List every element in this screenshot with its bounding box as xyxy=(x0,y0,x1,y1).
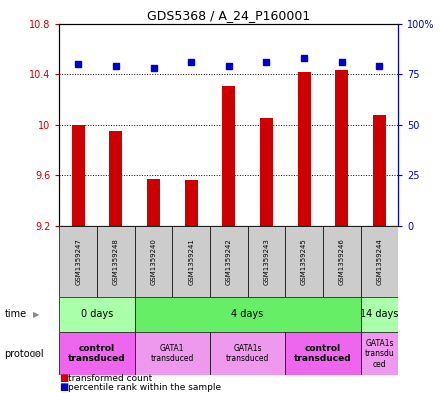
Bar xyxy=(373,115,386,226)
Text: transformed count: transformed count xyxy=(68,374,152,383)
Bar xyxy=(222,86,235,226)
FancyBboxPatch shape xyxy=(360,226,398,297)
Title: GDS5368 / A_24_P160001: GDS5368 / A_24_P160001 xyxy=(147,9,311,22)
Text: GATA1s
transduced: GATA1s transduced xyxy=(226,344,269,364)
Text: ▶: ▶ xyxy=(33,349,40,358)
Text: time: time xyxy=(4,309,26,320)
Text: ■: ■ xyxy=(59,373,69,383)
FancyBboxPatch shape xyxy=(59,297,135,332)
Text: ▶: ▶ xyxy=(33,310,40,319)
Bar xyxy=(297,72,311,226)
FancyBboxPatch shape xyxy=(285,332,360,375)
FancyBboxPatch shape xyxy=(135,297,360,332)
Text: ■: ■ xyxy=(59,382,69,392)
FancyBboxPatch shape xyxy=(360,297,398,332)
Text: GSM1359240: GSM1359240 xyxy=(150,238,157,285)
FancyBboxPatch shape xyxy=(97,226,135,297)
FancyBboxPatch shape xyxy=(285,226,323,297)
Bar xyxy=(72,125,85,226)
FancyBboxPatch shape xyxy=(323,226,360,297)
Text: 0 days: 0 days xyxy=(81,309,113,320)
Text: GSM1359247: GSM1359247 xyxy=(75,238,81,285)
FancyBboxPatch shape xyxy=(172,226,210,297)
FancyBboxPatch shape xyxy=(210,332,285,375)
Text: 4 days: 4 days xyxy=(231,309,264,320)
Text: protocol: protocol xyxy=(4,349,44,359)
Text: GSM1359248: GSM1359248 xyxy=(113,238,119,285)
FancyBboxPatch shape xyxy=(135,226,172,297)
Text: GSM1359243: GSM1359243 xyxy=(264,238,269,285)
Text: control
transduced: control transduced xyxy=(68,344,126,364)
Text: GATA1
transduced: GATA1 transduced xyxy=(150,344,194,364)
FancyBboxPatch shape xyxy=(59,226,97,297)
FancyBboxPatch shape xyxy=(248,226,285,297)
Text: control
transduced: control transduced xyxy=(294,344,352,364)
FancyBboxPatch shape xyxy=(59,332,135,375)
Text: GSM1359242: GSM1359242 xyxy=(226,238,232,285)
Text: percentile rank within the sample: percentile rank within the sample xyxy=(68,383,221,392)
Text: GSM1359245: GSM1359245 xyxy=(301,238,307,285)
Bar xyxy=(147,179,160,226)
Text: GATA1s
transdu
ced: GATA1s transdu ced xyxy=(364,339,394,369)
Bar xyxy=(260,118,273,226)
FancyBboxPatch shape xyxy=(210,226,248,297)
Bar xyxy=(109,131,122,226)
Bar xyxy=(184,180,198,226)
Text: GSM1359244: GSM1359244 xyxy=(376,238,382,285)
FancyBboxPatch shape xyxy=(360,332,398,375)
Text: GSM1359246: GSM1359246 xyxy=(339,238,345,285)
Bar xyxy=(335,70,348,226)
Text: 14 days: 14 days xyxy=(360,309,399,320)
FancyBboxPatch shape xyxy=(135,332,210,375)
Text: GSM1359241: GSM1359241 xyxy=(188,238,194,285)
